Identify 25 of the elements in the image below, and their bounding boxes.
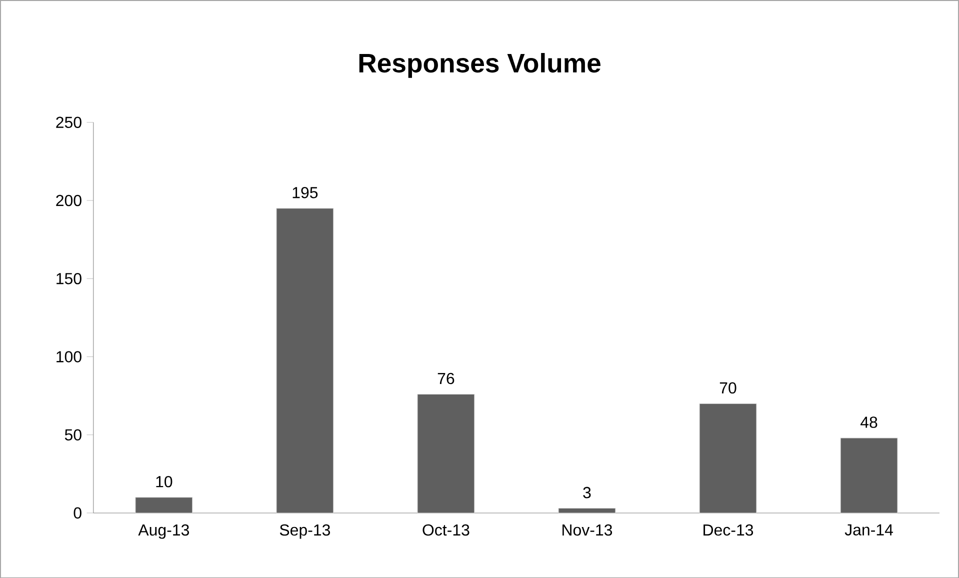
y-tick-label: 100 (56, 350, 82, 362)
data-label: 70 (720, 382, 736, 394)
y-tick-label: 250 (56, 116, 82, 128)
bar (699, 403, 757, 514)
data-label: 48 (860, 416, 878, 428)
data-label: 10 (156, 476, 172, 488)
x-tick-label: Nov-13 (562, 524, 612, 536)
x-tick-label: Dec-13 (704, 524, 754, 536)
data-label: 76 (438, 372, 454, 384)
x-tick-label: Aug-13 (138, 524, 189, 539)
x-tick-label: Oct-13 (422, 524, 470, 536)
y-tick-label: 150 (56, 272, 82, 284)
data-label: 195 (292, 186, 318, 198)
bar (417, 394, 475, 514)
bar (135, 496, 193, 514)
bar (558, 508, 616, 514)
y-tick-label: 200 (56, 194, 82, 206)
y-tick-label: 0 (74, 507, 82, 518)
y-tick-label: 50 (64, 429, 82, 440)
data-label: 3 (583, 486, 591, 498)
x-tick-label: Sep-13 (280, 524, 330, 539)
x-tick-label: Jan-14 (844, 524, 893, 536)
bar (840, 438, 898, 514)
bar (276, 208, 334, 514)
chart-title: Responses Volume (359, 52, 600, 78)
